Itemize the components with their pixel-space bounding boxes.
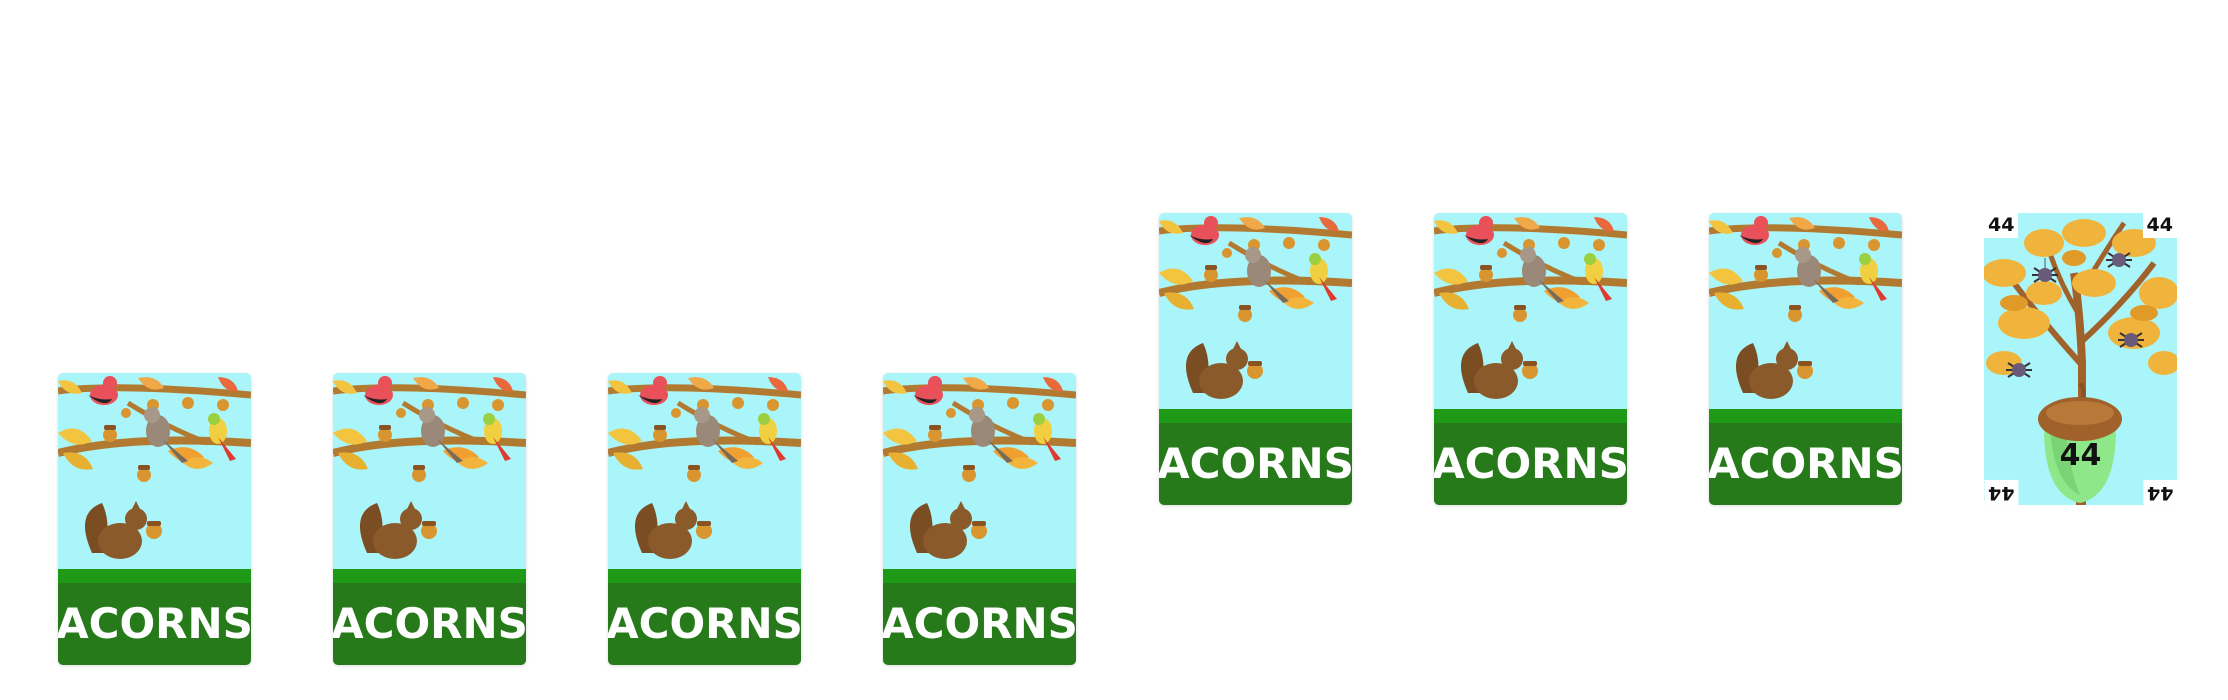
corner-value-top-right: 44 — [2142, 213, 2177, 238]
card-back-title: ACORNS — [333, 599, 526, 648]
card-back-banner: ACORNS — [1434, 409, 1627, 505]
card-back-7[interactable]: ACORNS — [1709, 213, 1902, 505]
card-back-title: ACORNS — [1434, 439, 1627, 488]
card-back-6[interactable]: ACORNS — [1434, 213, 1627, 505]
card-back-title: ACORNS — [58, 599, 251, 648]
card-back-title: ACORNS — [1709, 439, 1902, 488]
corner-value-top-left: 44 — [1984, 213, 2019, 238]
card-back-banner: ACORNS — [333, 569, 526, 665]
corner-value-bottom-left: 44 — [1984, 480, 2019, 505]
card-face-art: 44 — [1984, 213, 2177, 505]
card-back-3[interactable]: ACORNS — [608, 373, 801, 665]
card-back-1[interactable]: ACORNS — [58, 373, 251, 665]
card-back-title: ACORNS — [1159, 439, 1352, 488]
card-back-title: ACORNS — [883, 599, 1076, 648]
card-value: 44 — [2059, 438, 2102, 473]
card-back-banner: ACORNS — [1709, 409, 1902, 505]
card-back-banner: ACORNS — [608, 569, 801, 665]
card-back-2[interactable]: ACORNS — [333, 373, 526, 665]
spider-icon — [2032, 258, 2058, 283]
card-back-banner: ACORNS — [58, 569, 251, 665]
card-face-44[interactable]: 44 44 44 44 44 — [1984, 213, 2177, 505]
spider-icon — [2106, 252, 2132, 268]
spider-icon — [2118, 332, 2144, 348]
card-back-5[interactable]: ACORNS — [1159, 213, 1352, 505]
acorn-icon — [2038, 383, 2122, 503]
card-back-banner: ACORNS — [883, 569, 1076, 665]
corner-value-bottom-right: 44 — [2142, 480, 2177, 505]
card-back-banner: ACORNS — [1159, 409, 1352, 505]
spider-icon — [2006, 362, 2032, 378]
card-back-4[interactable]: ACORNS — [883, 373, 1076, 665]
card-back-title: ACORNS — [608, 599, 801, 648]
